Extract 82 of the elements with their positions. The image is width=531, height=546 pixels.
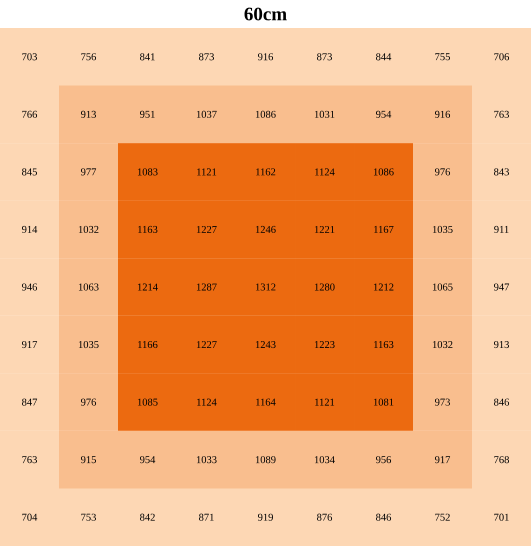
data-label: 768 [494, 456, 509, 464]
data-label: 954 [140, 456, 156, 464]
data-label: 1166 [138, 341, 158, 348]
data-label: 1163 [138, 226, 158, 233]
data-label: 752 [435, 514, 450, 521]
data-label: 1034 [314, 456, 335, 464]
data-label: 917 [434, 456, 450, 464]
data-label: 1035 [78, 341, 99, 348]
data-label: 873 [199, 53, 214, 60]
data-label: 753 [81, 514, 96, 521]
data-label: 1085 [138, 398, 158, 406]
data-label: 1124 [315, 168, 335, 176]
data-label: 913 [494, 341, 509, 348]
data-label: 706 [494, 53, 510, 60]
data-label: 1164 [256, 398, 276, 406]
data-label: 841 [140, 53, 155, 60]
data-label: 704 [22, 514, 38, 521]
data-label: 1163 [374, 341, 394, 348]
data-label: 1223 [314, 341, 335, 348]
data-label: 1083 [138, 168, 158, 176]
data-label: 1212 [374, 284, 394, 290]
data-label: 1033 [196, 456, 217, 464]
data-label: 951 [140, 110, 155, 118]
data-label: 1081 [374, 398, 394, 406]
data-label: 915 [80, 456, 96, 464]
data-label: 956 [376, 456, 392, 464]
data-label: 871 [199, 514, 214, 521]
data-label: 954 [376, 110, 392, 118]
data-label: 1243 [256, 341, 276, 348]
data-label: 1121 [315, 398, 334, 406]
data-label: 1121 [197, 168, 216, 176]
data-label: 847 [22, 398, 38, 406]
data-label: 1086 [374, 168, 394, 176]
data-label: 701 [494, 514, 509, 521]
data-label: 842 [140, 514, 155, 521]
data-label: 1037 [196, 110, 217, 118]
data-label: 1280 [314, 283, 335, 291]
data-label: 916 [258, 53, 274, 60]
data-label: 846 [376, 514, 392, 521]
data-label: 976 [434, 168, 450, 176]
data-label: 1287 [196, 283, 217, 291]
data-label: 703 [22, 53, 37, 60]
data-label: 1086 [256, 110, 276, 118]
chart-title: 60cm [244, 8, 287, 20]
data-label: 755 [435, 53, 450, 60]
data-label: 911 [494, 226, 509, 233]
data-label: 1032 [432, 341, 452, 348]
data-label: 1312 [256, 283, 276, 291]
data-label: 977 [80, 168, 96, 176]
data-label: 1032 [78, 226, 98, 233]
data-label: 973 [434, 398, 450, 406]
data-label: 763 [494, 110, 509, 118]
data-label: 1167 [374, 226, 394, 233]
data-label: 845 [22, 168, 37, 176]
data-label: 946 [22, 283, 38, 291]
data-label: 763 [22, 456, 37, 464]
data-label: 919 [258, 514, 273, 521]
data-label: 1162 [256, 168, 276, 176]
data-label: 756 [81, 53, 96, 60]
data-label: 766 [22, 110, 38, 118]
data-label: 1124 [197, 398, 217, 406]
data-label: 947 [494, 283, 510, 291]
data-label: 1089 [256, 456, 276, 464]
data-label: 1035 [432, 226, 453, 233]
data-label: 1063 [78, 283, 99, 291]
data-label: 873 [317, 53, 332, 60]
data-label: 846 [494, 398, 510, 406]
data-label: 1214 [138, 284, 158, 290]
data-label: 843 [494, 168, 509, 176]
data-label: 844 [376, 53, 392, 60]
data-label: 916 [434, 110, 450, 118]
data-label: 1065 [432, 283, 453, 291]
data-label: 1031 [314, 110, 334, 118]
data-label: 914 [22, 226, 38, 233]
data-label: 1227 [196, 226, 217, 233]
data-label: 976 [80, 398, 96, 406]
data-label: 913 [80, 110, 96, 118]
data-label: 876 [317, 514, 332, 521]
data-label: 1227 [196, 341, 217, 348]
data-label: 1221 [314, 226, 334, 233]
data-label: 917 [22, 341, 38, 348]
data-label: 1246 [256, 226, 276, 233]
